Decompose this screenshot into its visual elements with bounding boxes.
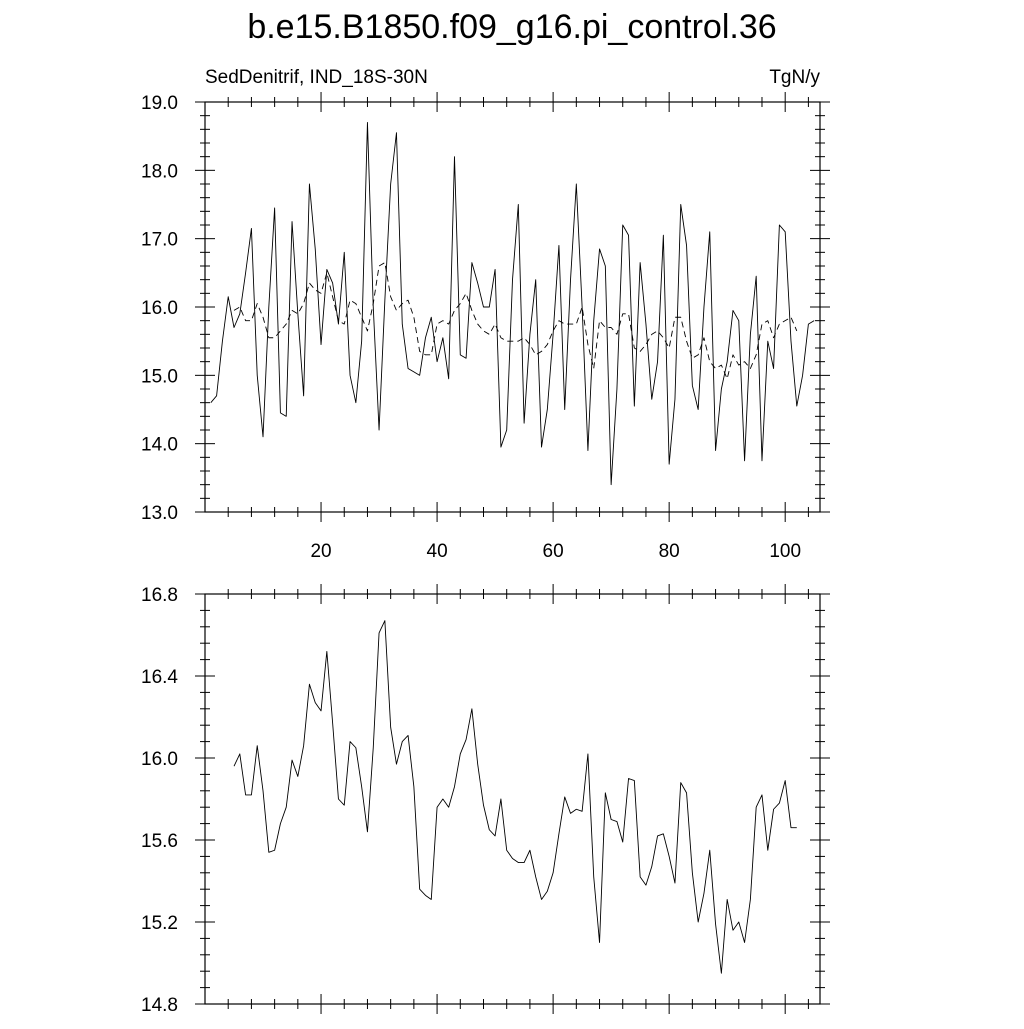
top-series-running-mean-line xyxy=(233,262,798,380)
y-tick-label: 13.0 xyxy=(141,503,178,524)
x-tick-label: 60 xyxy=(543,541,564,562)
units-label: TgN/y xyxy=(769,67,820,88)
y-tick-label: 19.0 xyxy=(141,93,178,114)
top-series-line xyxy=(210,122,815,486)
y-tick-label: 14.0 xyxy=(141,435,178,456)
bottom-plot-frame xyxy=(204,593,821,1005)
y-tick-label: 16.8 xyxy=(141,585,178,606)
y-tick-label: 15.6 xyxy=(141,831,178,852)
left-label: SedDenitrif, IND_18S-30N xyxy=(205,67,428,88)
y-tick-label: 17.0 xyxy=(141,230,178,251)
chart-title: b.e15.B1850.f09_g16.pi_control.36 xyxy=(247,8,776,46)
x-tick-label: 20 xyxy=(310,541,331,562)
y-tick-label: 18.0 xyxy=(141,161,178,182)
y-tick-label: 15.2 xyxy=(141,913,178,934)
y-tick-label: 16.4 xyxy=(141,667,178,688)
x-tick-label: 100 xyxy=(769,541,801,562)
bottom-series-line xyxy=(233,620,797,974)
y-tick-label: 15.0 xyxy=(141,366,178,387)
y-tick-label: 14.8 xyxy=(141,995,178,1016)
y-tick-label: 16.0 xyxy=(141,749,178,770)
x-tick-label: 40 xyxy=(427,541,448,562)
bottom-panel: 14.8 15.2 15.6 16.0 16.4 16.8 xyxy=(141,584,830,1016)
y-tick-label: 16.0 xyxy=(141,298,178,319)
top-panel: SedDenitrif, IND_18S-30N TgN/y 20 40 60 80 1… xyxy=(141,67,830,562)
x-tick-label: 80 xyxy=(659,541,680,562)
